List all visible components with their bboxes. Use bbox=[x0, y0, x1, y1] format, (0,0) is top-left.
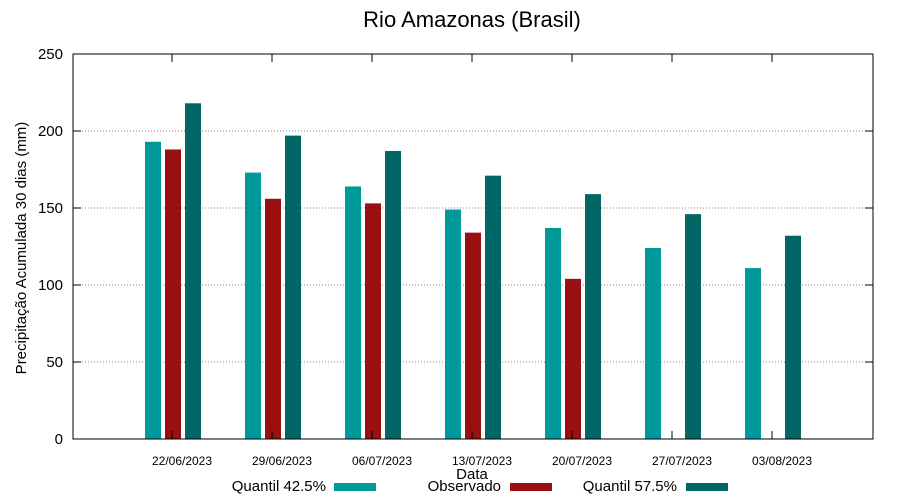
legend: Quantil 42.5% Observado Quantil 57.5% bbox=[232, 478, 728, 495]
legend-label: Observado bbox=[428, 478, 501, 495]
bar-quantil-42-5 bbox=[145, 141, 161, 439]
x-tick-label: 27/07/2023 bbox=[652, 454, 712, 468]
y-tick-label: 150 bbox=[38, 200, 63, 217]
x-tick-label: 22/06/2023 bbox=[152, 454, 212, 468]
y-tick-label: 50 bbox=[46, 354, 63, 371]
x-tick-label: 20/07/2023 bbox=[552, 454, 612, 468]
bar-quantil-42-5 bbox=[645, 248, 661, 439]
legend-label: Quantil 57.5% bbox=[583, 478, 677, 495]
y-tick-label: 0 bbox=[55, 431, 63, 448]
legend-label: Quantil 42.5% bbox=[232, 478, 326, 495]
legend-swatch bbox=[510, 483, 552, 491]
bar-quantil-42-5 bbox=[245, 172, 261, 439]
bar-quantil-57-5 bbox=[185, 103, 201, 439]
y-tick-label: 100 bbox=[38, 277, 63, 294]
x-tick-label: 13/07/2023 bbox=[452, 454, 512, 468]
bar-quantil-57-5 bbox=[585, 194, 601, 439]
plot-frame bbox=[72, 53, 874, 440]
x-tick-label: 03/08/2023 bbox=[752, 454, 812, 468]
bar-observado bbox=[165, 149, 181, 440]
y-tick-label: 250 bbox=[38, 46, 63, 63]
y-axis-ticks: 0 50 100 150 200 250 bbox=[38, 46, 873, 448]
legend-swatch bbox=[686, 483, 728, 491]
legend-swatch bbox=[334, 483, 376, 491]
x-axis-label: Data bbox=[456, 466, 488, 483]
bar-quantil-57-5 bbox=[485, 175, 501, 439]
y-tick-label: 200 bbox=[38, 123, 63, 140]
chart-title: Rio Amazonas (Brasil) bbox=[363, 7, 581, 32]
y-axis-label: Precipitação Acumulada 30 dias (mm) bbox=[13, 122, 30, 375]
bar-quantil-42-5 bbox=[445, 209, 461, 439]
bar-quantil-42-5 bbox=[545, 228, 561, 439]
bar-observado bbox=[465, 232, 481, 439]
bar-quantil-57-5 bbox=[785, 235, 801, 439]
bar-quantil-57-5 bbox=[285, 135, 301, 439]
bars bbox=[145, 103, 801, 440]
x-tick-label: 06/07/2023 bbox=[352, 454, 412, 468]
bar-quantil-42-5 bbox=[745, 268, 761, 439]
x-axis-ticks: 22/06/2023 29/06/2023 06/07/2023 13/07/2023… bbox=[152, 54, 812, 468]
x-tick-label: 29/06/2023 bbox=[252, 454, 312, 468]
bar-observado bbox=[265, 198, 281, 439]
bar-observado bbox=[365, 203, 381, 439]
bar-quantil-57-5 bbox=[685, 214, 701, 439]
bar-observado bbox=[565, 278, 581, 439]
bar-quantil-57-5 bbox=[385, 151, 401, 439]
bar-quantil-42-5 bbox=[345, 186, 361, 439]
